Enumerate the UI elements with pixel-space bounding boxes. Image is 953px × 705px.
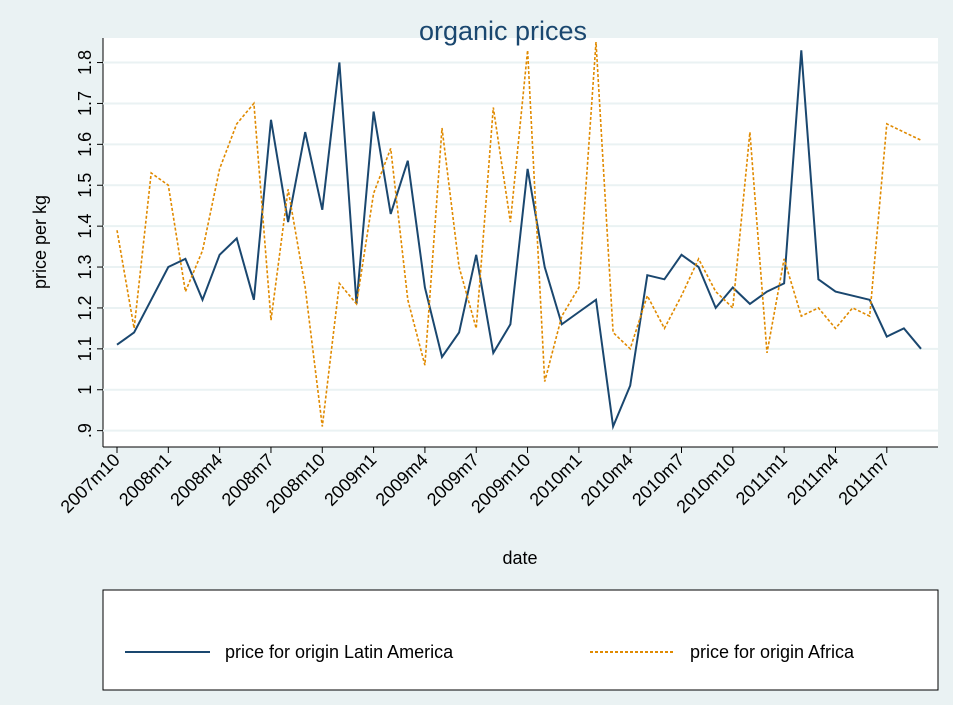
y-tick-label: 1.4 xyxy=(75,214,95,239)
y-tick-label: 1.8 xyxy=(75,50,95,75)
chart-title: organic prices xyxy=(419,16,587,46)
y-tick-label: 1.7 xyxy=(75,91,95,116)
legend-label: price for origin Latin America xyxy=(225,642,454,662)
legend-label: price for origin Africa xyxy=(690,642,855,662)
series-line xyxy=(116,50,922,431)
y-tick-label: 1.1 xyxy=(75,336,95,361)
y-axis-label: price per kg xyxy=(30,195,50,289)
y-tick-label: .9 xyxy=(75,423,95,438)
y-tick-label: 1.3 xyxy=(75,255,95,280)
plot-area xyxy=(103,38,938,447)
legend-box xyxy=(102,589,939,691)
series-line xyxy=(116,42,922,427)
y-tick-label: 1.5 xyxy=(75,173,95,198)
y-tick-label: 1.2 xyxy=(75,295,95,320)
y-tick-label: 1 xyxy=(75,385,95,395)
y-tick-label: 1.6 xyxy=(75,132,95,157)
x-axis-label: date xyxy=(502,548,537,568)
